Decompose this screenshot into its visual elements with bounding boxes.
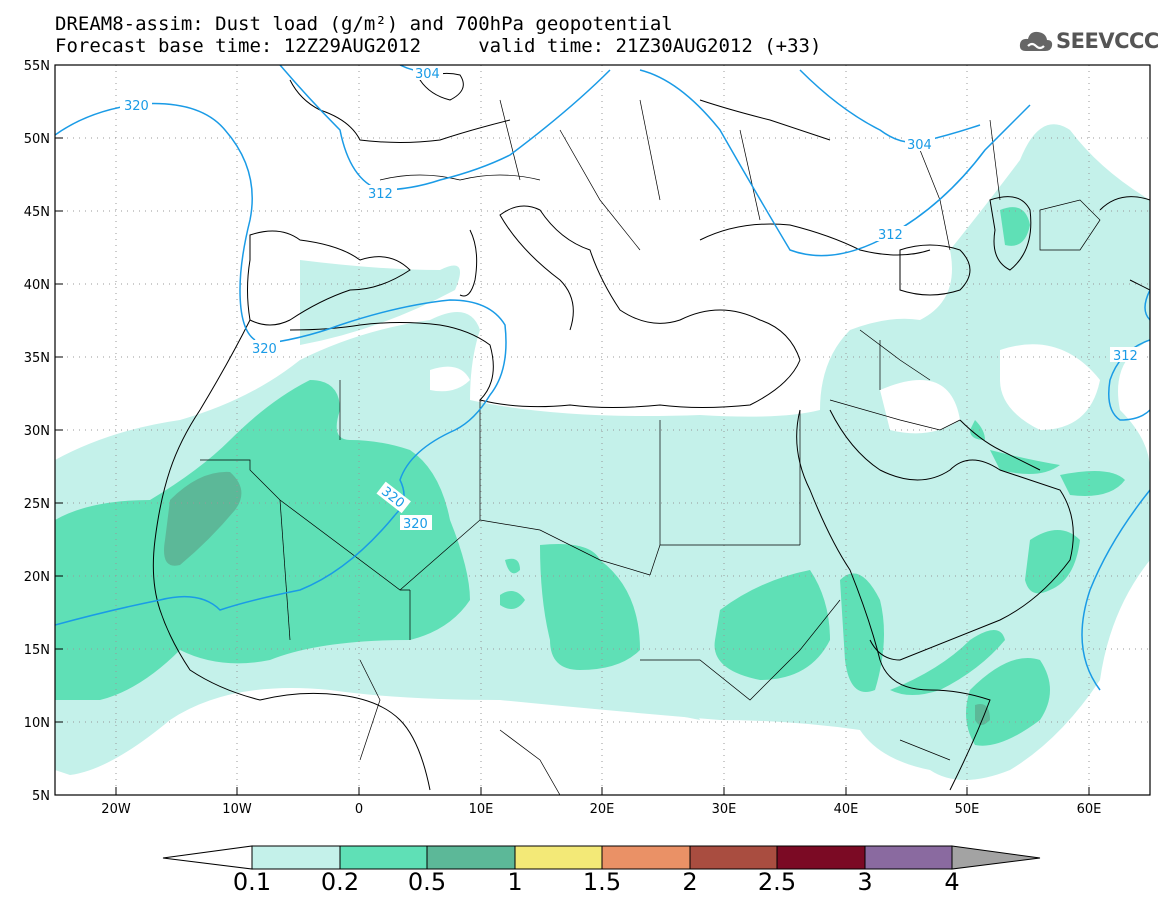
colorbar-label: 0.2: [320, 868, 360, 896]
contour-label: 320: [403, 517, 428, 532]
colorbar-bin: [601, 845, 691, 870]
colorbar-left-arrow: [162, 845, 253, 870]
logo-text: SEEVCCC: [1056, 29, 1159, 53]
tick-marks: [55, 64, 1090, 796]
contour-label: 320: [124, 99, 149, 114]
colorbar-label: 0.1: [232, 868, 272, 896]
lat-label: 10N: [24, 716, 50, 731]
country-borders: [200, 99, 1101, 795]
lon-label: 50E: [955, 802, 980, 817]
longitude-labels: 20W 10W 0 10E 20E 30E 40E 50E 60E: [101, 802, 1101, 817]
colorbar-label: 2.5: [757, 868, 797, 896]
colorbar-bin: [689, 845, 778, 870]
colorbar-label: 2: [682, 868, 698, 896]
contour-label: 312: [878, 228, 903, 243]
lon-label: 10W: [222, 802, 252, 817]
colorbar-label: 1: [507, 868, 523, 896]
lon-label: 30E: [712, 802, 737, 817]
contour-label: 304: [415, 67, 440, 82]
graticule: [55, 65, 1150, 795]
colorbar-bin: [426, 845, 516, 870]
lat-label: 30N: [24, 424, 50, 439]
lat-label: 25N: [24, 497, 50, 512]
lon-label: 20E: [590, 802, 615, 817]
lon-label: 60E: [1077, 802, 1102, 817]
colorbar: [162, 845, 1041, 870]
lon-label: 0: [355, 802, 363, 817]
lon-label: 20W: [101, 802, 131, 817]
lat-label: 40N: [24, 278, 50, 293]
colorbar-label: 0.5: [407, 868, 447, 896]
cloud-icon: [1019, 31, 1053, 51]
colorbar-bin: [864, 845, 953, 870]
forecast-time-subtitle: Forecast base time: 12Z29AUG2012 valid t…: [55, 35, 822, 57]
geopotential-contours: [55, 65, 1150, 691]
map-title: DREAM8-assim: Dust load (g/m²) and 700hP…: [55, 13, 673, 35]
colorbar-label: 1.5: [582, 868, 622, 896]
colorbar-label: 4: [944, 868, 960, 896]
contour-label: 312: [1113, 349, 1138, 364]
lat-label: 55N: [24, 59, 50, 74]
lat-label: 50N: [24, 132, 50, 147]
lat-label: 15N: [24, 643, 50, 658]
lat-label: 45N: [24, 205, 50, 220]
lat-label: 35N: [24, 351, 50, 366]
contour-label: 312: [368, 187, 393, 202]
colorbar-bin: [776, 845, 866, 870]
lat-label: 20N: [24, 570, 50, 585]
latitude-labels: 55N 50N 45N 40N 35N 30N 25N 20N 15N 10N …: [24, 59, 50, 804]
colorbar-label: 3: [857, 868, 873, 896]
colorbar-bin: [251, 845, 341, 870]
lon-label: 40E: [834, 802, 859, 817]
map-plot-area: 304 304 320 312 312 320 312 320 320: [55, 65, 1150, 795]
seevccc-logo: SEEVCCC: [1018, 27, 1159, 57]
lon-label: 10E: [469, 802, 494, 817]
colorbar-bin: [339, 845, 428, 870]
colorbar-bin: [514, 845, 603, 870]
colorbar-right-arrow: [951, 845, 1041, 870]
lat-label: 5N: [32, 789, 50, 804]
contour-label: 304: [907, 138, 932, 153]
contour-labels: 304 304 320 312 312 320 312 320 320: [120, 65, 1142, 532]
contour-label: 320: [252, 342, 277, 357]
